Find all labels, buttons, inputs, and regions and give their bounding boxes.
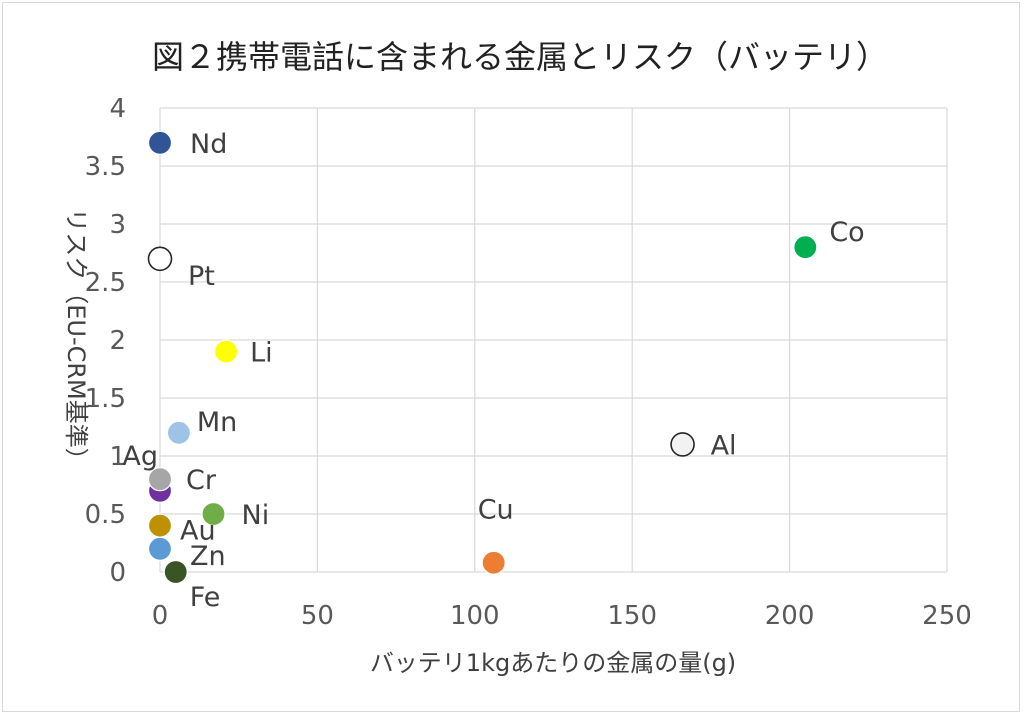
data-point-cu xyxy=(481,550,506,575)
y-tick-label: 2 xyxy=(109,326,126,356)
data-point-au xyxy=(147,513,173,538)
y-tick-label: 1.5 xyxy=(85,384,126,414)
y-tick-label: 3 xyxy=(109,210,126,240)
data-point-al xyxy=(670,432,695,457)
data-point-cr xyxy=(147,467,173,492)
data-points xyxy=(147,130,818,585)
x-axis-label: バッテリ1kgあたりの金属の量(g) xyxy=(370,649,736,677)
data-label-mn: Mn xyxy=(197,407,237,438)
y-axis-label: リスク（EU-CRM基準） xyxy=(62,208,90,472)
data-label-al: Al xyxy=(711,430,737,461)
x-tick-label: 0 xyxy=(152,601,169,631)
y-tick-label: 0.5 xyxy=(85,500,126,530)
x-tick-label: 250 xyxy=(922,601,972,631)
x-tick-label: 200 xyxy=(765,601,815,631)
data-label-ni: Ni xyxy=(242,500,270,531)
x-tick-label: 100 xyxy=(450,601,500,631)
data-label-li: Li xyxy=(250,338,273,369)
gridlines xyxy=(159,107,948,573)
x-tick-label: 50 xyxy=(301,601,334,631)
y-tick-label: 3.5 xyxy=(85,152,126,182)
data-label-cr: Cr xyxy=(186,465,217,496)
data-point-li xyxy=(214,339,239,364)
y-tick-label: 1 xyxy=(109,442,126,472)
tick-labels: 0 0.5 1 1.5 2 2.5 3 3.5 4 0 50 100 150 200 250 xyxy=(85,94,972,631)
data-point-nd xyxy=(147,130,173,155)
data-point-mn xyxy=(166,420,191,445)
data-label-pt: Pt xyxy=(188,261,215,292)
y-tick-label: 0 xyxy=(109,558,126,588)
data-label-ag: Ag xyxy=(122,441,158,472)
data-label-zn: Zn xyxy=(190,541,226,572)
chart-title: 図２携帯電話に含まれる金属とリスク（バッテリ） xyxy=(152,38,888,76)
data-label-cu: Cu xyxy=(478,495,514,526)
data-point-pt xyxy=(147,246,173,272)
data-point-fe xyxy=(163,559,188,585)
data-label-au: Au xyxy=(180,516,216,547)
data-point-co xyxy=(793,235,818,260)
data-label-nd: Nd xyxy=(190,129,227,160)
y-tick-label: 4 xyxy=(109,94,126,124)
data-point-ni xyxy=(201,501,226,527)
data-label-fe: Fe xyxy=(190,582,221,613)
y-tick-label: 2.5 xyxy=(85,268,126,298)
x-tick-label: 150 xyxy=(607,601,657,631)
data-label-co: Co xyxy=(829,217,864,248)
data-point-zn xyxy=(147,536,173,561)
